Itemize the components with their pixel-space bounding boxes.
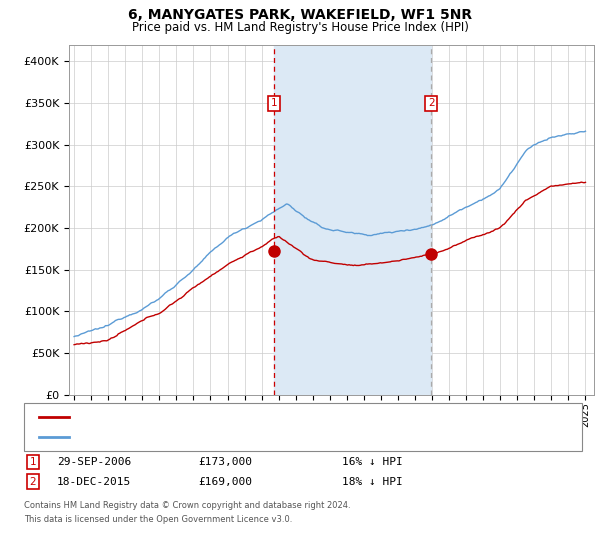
Text: 1: 1 bbox=[29, 457, 37, 467]
Text: This data is licensed under the Open Government Licence v3.0.: This data is licensed under the Open Gov… bbox=[24, 515, 292, 524]
Text: HPI: Average price, detached house, Wakefield: HPI: Average price, detached house, Wake… bbox=[75, 432, 319, 442]
Text: 2: 2 bbox=[428, 98, 434, 108]
Text: 6, MANYGATES PARK, WAKEFIELD, WF1 5NR (detached house): 6, MANYGATES PARK, WAKEFIELD, WF1 5NR (d… bbox=[75, 413, 397, 422]
Text: £169,000: £169,000 bbox=[198, 477, 252, 487]
Text: 18% ↓ HPI: 18% ↓ HPI bbox=[342, 477, 403, 487]
Text: Price paid vs. HM Land Registry's House Price Index (HPI): Price paid vs. HM Land Registry's House … bbox=[131, 21, 469, 34]
Text: 29-SEP-2006: 29-SEP-2006 bbox=[57, 457, 131, 467]
Text: 6, MANYGATES PARK, WAKEFIELD, WF1 5NR: 6, MANYGATES PARK, WAKEFIELD, WF1 5NR bbox=[128, 8, 472, 22]
Text: £173,000: £173,000 bbox=[198, 457, 252, 467]
Text: 1: 1 bbox=[271, 98, 278, 108]
Bar bbox=[274, 45, 431, 395]
Text: 16% ↓ HPI: 16% ↓ HPI bbox=[342, 457, 403, 467]
Text: Contains HM Land Registry data © Crown copyright and database right 2024.: Contains HM Land Registry data © Crown c… bbox=[24, 501, 350, 510]
Text: 18-DEC-2015: 18-DEC-2015 bbox=[57, 477, 131, 487]
Text: 2: 2 bbox=[29, 477, 37, 487]
